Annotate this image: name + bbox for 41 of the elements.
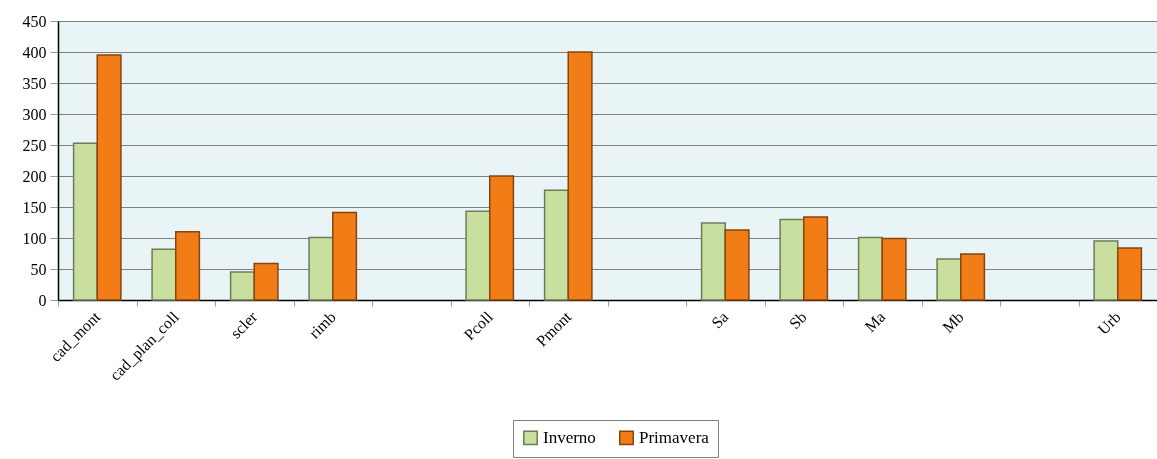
y-tick-label: 400 — [22, 43, 47, 61]
bar — [253, 262, 279, 301]
y-tick-label: 100 — [22, 229, 47, 247]
y-tick-label: 50 — [30, 260, 47, 278]
y-tick-label: 150 — [22, 198, 47, 216]
y-tick-label: 200 — [22, 167, 47, 185]
bar — [72, 142, 98, 301]
x-tick-label: rimb — [305, 308, 339, 342]
bar — [779, 218, 805, 301]
bar — [465, 210, 491, 301]
x-tick-label: scler — [227, 307, 261, 342]
bar — [936, 258, 962, 301]
bar — [96, 54, 122, 301]
x-tick-label: Sa — [708, 308, 732, 332]
bar — [567, 51, 593, 301]
bar — [1117, 247, 1143, 301]
x-tick-label: Sb — [785, 308, 810, 333]
x-tick-label: Mb — [939, 308, 967, 336]
y-tick-label: 250 — [22, 136, 47, 154]
x-tick-label: Urb — [1094, 308, 1124, 338]
bar — [332, 211, 358, 301]
y-tick-label: 300 — [22, 105, 47, 123]
y-tick-label: 0 — [38, 291, 47, 309]
bar — [151, 248, 177, 301]
bar — [700, 222, 726, 301]
bar — [960, 253, 986, 301]
y-tick-label: 450 — [22, 12, 47, 30]
bar — [724, 229, 750, 301]
y-tick-label: 350 — [22, 74, 47, 92]
bar — [803, 216, 829, 301]
bar — [857, 236, 883, 301]
bar — [489, 175, 515, 301]
legend-label: Primavera — [639, 427, 710, 447]
bar — [881, 237, 907, 301]
bar — [308, 236, 334, 301]
x-tick-label: Ma — [861, 308, 889, 336]
bar — [543, 189, 569, 301]
legend-label: Inverno — [543, 427, 596, 447]
bar — [1093, 240, 1119, 301]
bar — [229, 271, 255, 301]
bar — [175, 231, 201, 301]
